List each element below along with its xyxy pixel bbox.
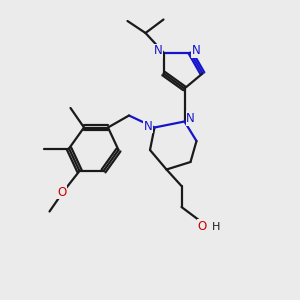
Text: O: O — [57, 185, 66, 199]
Text: H: H — [212, 222, 220, 232]
Text: N: N — [191, 44, 200, 58]
Text: N: N — [143, 119, 152, 133]
Text: N: N — [186, 112, 195, 125]
Text: O: O — [198, 220, 207, 233]
Text: N: N — [154, 44, 163, 58]
